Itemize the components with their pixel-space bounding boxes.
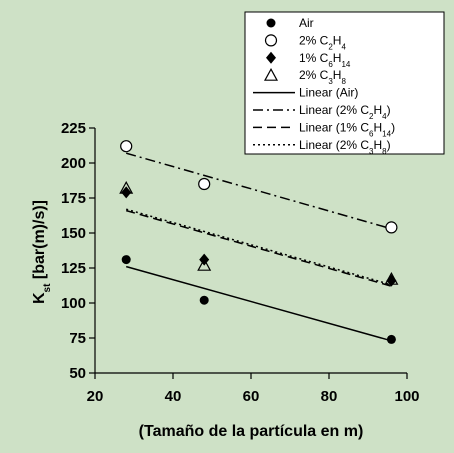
x-tick-label: 100 [394, 388, 419, 405]
y-axis-label: Kst [bar(m)/s)] [31, 200, 53, 304]
legend-marker-filled-circle [266, 18, 276, 28]
legend-label: Linear (1% C6H14) [299, 120, 395, 138]
legend-label-pre: Linear (Air) [299, 86, 358, 100]
x-tick-label: 80 [321, 388, 338, 405]
legend-label-mid: H [333, 68, 342, 82]
legend-label-mid: H [333, 33, 342, 47]
legend-label-pre: 2% C [299, 33, 329, 47]
y-tick-label: 50 [69, 365, 86, 382]
legend-label-post: ) [391, 120, 395, 134]
y-tick-label: 100 [61, 295, 86, 312]
data-point-filled-diamond [121, 186, 132, 199]
y-tick-label: 225 [61, 120, 86, 137]
legend-label-mid: H [333, 51, 342, 65]
legend-label-sub: 2 [328, 42, 333, 51]
data-point-filled-circle [199, 295, 209, 305]
legend-label: Linear (2% C3H8) [299, 138, 391, 156]
legend-box [244, 11, 445, 155]
legend-marker-filled-diamond [266, 51, 276, 64]
legend-label-sub: 6 [369, 129, 374, 138]
legend-label: Linear (2% C2H4) [299, 103, 391, 121]
legend-label-pre: Linear (1% C [299, 120, 369, 134]
y-axis-label-sub: st [42, 283, 53, 293]
y-tick-label: 75 [69, 330, 86, 347]
data-points [119, 140, 399, 344]
legend-label-post: ) [387, 103, 391, 117]
legend-label-mid: H [373, 103, 382, 117]
x-tick-label: 20 [87, 388, 104, 405]
legend-label-sub2: 8 [382, 146, 387, 155]
legend-label-mid: H [373, 120, 382, 134]
legend-label: 2% C3H8 [299, 68, 346, 86]
y-tick-label: 175 [61, 190, 86, 207]
y-tick-label: 200 [61, 155, 86, 172]
legend-label: 2% C2H4 [299, 33, 346, 51]
x-tick-label: 60 [243, 388, 260, 405]
legend-label-sub2: 4 [341, 42, 346, 51]
data-point-filled-circle [386, 334, 396, 344]
data-point-open-circle [198, 177, 211, 191]
legend-label-post: ) [387, 138, 391, 152]
legend-label: 1% C6H14 [299, 51, 351, 69]
y-tick-label: 125 [61, 260, 86, 277]
y-axis-label-main: K [31, 292, 48, 304]
legend-label-sub: 2 [369, 112, 374, 121]
y-axis-label-rest: [bar(m)/s)] [31, 200, 48, 284]
legend-label-pre: 1% C [299, 51, 329, 65]
data-point-open-circle [385, 221, 398, 234]
legend-label-sub: 3 [369, 146, 374, 155]
data-point-open-triangle [119, 180, 134, 194]
legend-label-sub2: 8 [341, 77, 346, 86]
x-axis-label: (Tamaño de la partícula en m) [139, 423, 364, 440]
fit-line-solid [125, 265, 392, 342]
data-point-open-circle [120, 140, 133, 153]
fit-line-dashed [125, 209, 392, 287]
fit-lines [125, 152, 392, 342]
legend-label-pre: Air [299, 16, 314, 30]
fit-line-dashdot [125, 152, 392, 230]
tick-labels: 50 75 100 125 150 175 200 225 20 40 60 80 100 [61, 120, 420, 405]
legend-marker-open-circle [264, 34, 278, 47]
legend-label: Air [299, 16, 314, 30]
legend-label-sub2: 14 [382, 129, 391, 138]
data-point-open-triangle [384, 271, 399, 285]
fit-line-dotted [125, 208, 392, 286]
x-tick-label: 40 [165, 388, 182, 405]
legend-label: Linear (Air) [299, 86, 358, 100]
data-point-filled-circle [121, 255, 131, 265]
legend-label-sub: 3 [328, 77, 333, 86]
y-tick-label: 150 [61, 225, 86, 242]
legend-label-sub: 6 [328, 59, 333, 68]
legend-marker-open-triangle [263, 67, 279, 81]
legend-label-sub2: 14 [341, 59, 350, 68]
legend-label-mid: H [373, 138, 382, 152]
data-point-open-triangle [197, 257, 212, 271]
legend-label-sub2: 4 [382, 112, 387, 121]
axes [89, 127, 408, 379]
legend-label-pre: Linear (2% C [299, 138, 369, 152]
legend-label-pre: Linear (2% C [299, 103, 369, 117]
legend-label-pre: 2% C [299, 68, 329, 82]
